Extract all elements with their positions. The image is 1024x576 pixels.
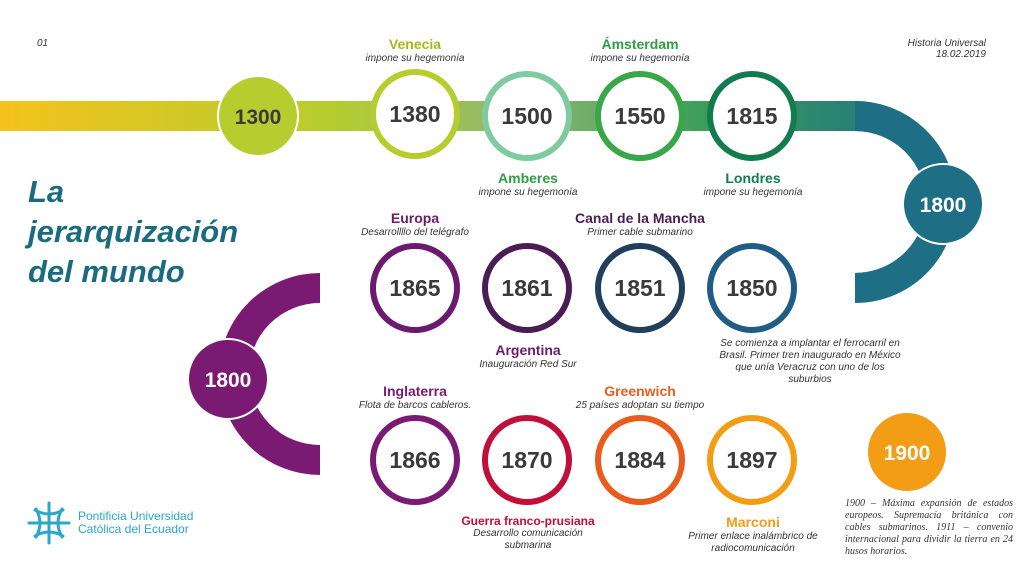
university-name: Pontificia Universidad Católica del Ecua…	[78, 510, 193, 536]
node-year: 1900	[884, 442, 931, 465]
page-number: 01	[37, 38, 49, 49]
node-circle	[370, 69, 460, 159]
label-sub: Desarrollo comunicación submarina	[473, 528, 583, 551]
label-sub: Desarrollllo del telégrafo	[361, 227, 469, 238]
node-circle	[370, 243, 460, 333]
node-circle	[595, 243, 685, 333]
node-circle	[866, 411, 948, 493]
node-circle	[187, 338, 269, 420]
node-circle	[370, 415, 460, 505]
header-date: 18.02.2019	[935, 49, 986, 60]
label-europa: Europa Desarrollllo del telégrafo	[305, 210, 525, 239]
label-title: Inglaterra	[383, 383, 447, 399]
label-argentina: Argentina Inauguración Red Sur	[418, 342, 638, 371]
node-year: 1300	[235, 106, 282, 129]
node-circle	[217, 75, 299, 157]
label-sub: 25 países adoptan su tiempo	[575, 400, 705, 411]
node-year: 1550	[614, 103, 665, 129]
label-inglaterra: Inglaterra Flota de barcos cableros.	[305, 383, 525, 412]
node-year: 1884	[614, 447, 665, 473]
timeline-node-8: 1861	[482, 243, 572, 333]
label-venecia: Venecia impone su hegemonía	[305, 36, 525, 65]
node-circle	[482, 415, 572, 505]
timeline-node-14: 1897	[707, 415, 797, 505]
node-circle	[707, 415, 797, 505]
label-londres: Londres impone su hegemonía	[643, 170, 863, 199]
node-year: 1861	[501, 275, 552, 301]
node-year: 1800	[920, 194, 967, 217]
label-amberes: Amberes impone su hegemonía	[418, 170, 638, 199]
label-title: Marconi	[726, 514, 780, 530]
node-circle	[902, 163, 984, 245]
label-title: Ámsterdam	[601, 36, 679, 52]
university-name-line-2: Católica del Ecuador	[78, 522, 189, 536]
node-year: 1800	[205, 369, 252, 392]
timeline-nodes: 1300 1380 1500 1550 1815 1800 1850 1851 1861 1865…	[187, 69, 984, 505]
timeline-node-9: 1865	[370, 243, 460, 333]
timeline-node-1: 1380	[370, 69, 460, 159]
title-line-2: jerarquización	[28, 214, 239, 249]
node-year: 1866	[389, 447, 440, 473]
timeline-node-0: 1300	[217, 75, 299, 157]
note-1900: 1900 – Máxima expansión de estados europ…	[845, 498, 1013, 557]
label-amsterdam: Ámsterdam impone su hegemonía	[530, 36, 750, 65]
node-year: 1815	[726, 103, 777, 129]
label-title: Venecia	[388, 36, 442, 52]
label-sub: Primer enlace inalámbrico de radiocomuni…	[688, 531, 818, 554]
timeline-node-6: 1850	[707, 243, 797, 333]
label-sub: impone su hegemonía	[703, 187, 803, 198]
university-logo-icon	[27, 501, 71, 545]
timeline-node-5: 1800	[902, 163, 984, 245]
node-year: 1870	[501, 447, 552, 473]
timeline-node-3: 1550	[595, 71, 685, 161]
node-year: 1850	[726, 275, 777, 301]
label-canal: Canal de la Mancha Primer cable submarin…	[530, 210, 750, 239]
node-circle	[707, 71, 797, 161]
page-title: La jerarquización del mundo	[28, 172, 238, 292]
label-sub: Inauguración Red Sur	[479, 359, 577, 370]
label-marconi: Marconi Primer enlace inalámbrico de rad…	[643, 514, 863, 555]
timeline-node-7: 1851	[595, 243, 685, 333]
label-title: Canal de la Mancha	[575, 210, 705, 226]
node-year: 1897	[726, 447, 777, 473]
timeline-node-4: 1815	[707, 71, 797, 161]
university-name-line-1: Pontificia Universidad	[78, 509, 194, 523]
note-brasil: Se comienza a implantar el ferrocarril e…	[719, 338, 901, 385]
timeline-node-13: 1884	[595, 415, 685, 505]
node-circle	[595, 71, 685, 161]
course-name: Historia Universal	[907, 38, 986, 49]
label-title: Amberes	[498, 170, 558, 186]
header-info: Historia Universal 18.02.2019	[908, 38, 986, 60]
label-guerra: Guerra franco-prusiana Desarrollo comuni…	[418, 514, 638, 552]
timeline-node-12: 1870	[482, 415, 572, 505]
timeline-node-10: 1800	[187, 338, 269, 420]
label-title: Guerra franco-prusiana	[461, 514, 595, 528]
title-line-3: del mundo	[28, 254, 185, 289]
node-year: 1500	[501, 103, 552, 129]
label-sub: impone su hegemonía	[590, 53, 690, 64]
label-title: Greenwich	[604, 383, 676, 399]
label-title: Europa	[390, 210, 440, 226]
node-year: 1851	[614, 275, 665, 301]
node-year: 1865	[389, 275, 440, 301]
label-sub: impone su hegemonía	[365, 53, 465, 64]
node-circle	[595, 415, 685, 505]
node-year: 1380	[389, 101, 440, 127]
label-title: Argentina	[495, 342, 561, 358]
title-line-1: La	[28, 174, 65, 209]
timeline-node-11: 1866	[370, 415, 460, 505]
label-greenwich: Greenwich 25 países adoptan su tiempo	[530, 383, 750, 412]
node-circle	[707, 243, 797, 333]
label-sub: impone su hegemonía	[478, 187, 578, 198]
label-sub: Primer cable submarino	[587, 227, 693, 238]
label-title: Londres	[725, 170, 781, 186]
node-circle	[482, 243, 572, 333]
node-circle	[482, 71, 572, 161]
timeline-node-2: 1500	[482, 71, 572, 161]
label-sub: Flota de barcos cableros.	[358, 400, 472, 411]
timeline-node-15: 1900	[866, 411, 948, 493]
